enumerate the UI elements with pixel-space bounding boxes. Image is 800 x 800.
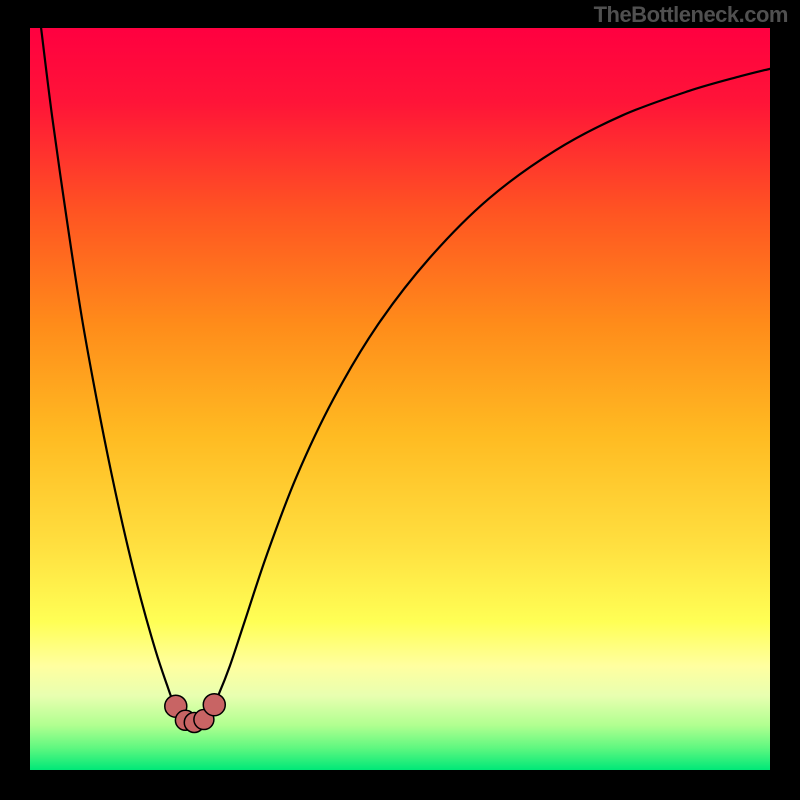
minimum-marker [203,694,225,716]
chart-frame: TheBottleneck.com [0,0,800,800]
watermark-text: TheBottleneck.com [594,2,788,28]
plot-area [30,28,770,770]
gradient-background [30,28,770,770]
bottleneck-curve-chart [30,28,770,770]
